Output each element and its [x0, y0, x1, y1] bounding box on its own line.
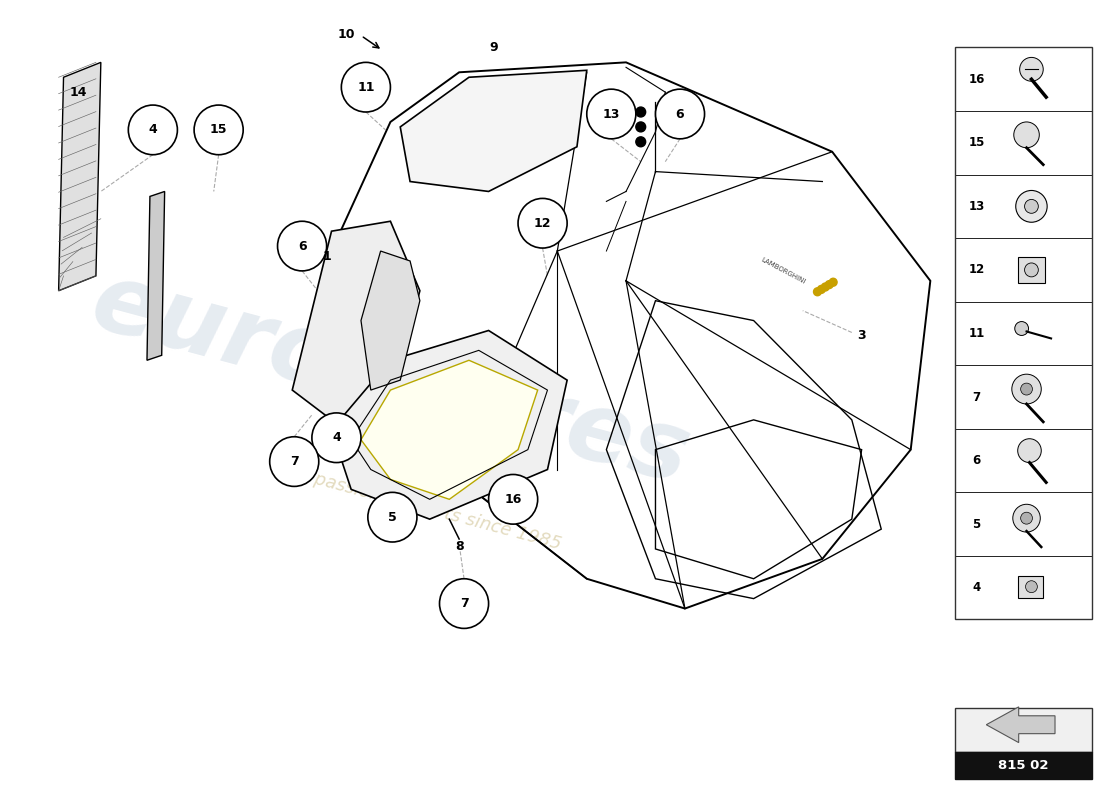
Circle shape	[586, 89, 636, 139]
Polygon shape	[147, 191, 165, 360]
Text: 7: 7	[460, 597, 469, 610]
FancyBboxPatch shape	[955, 751, 1092, 779]
Circle shape	[636, 107, 646, 117]
Polygon shape	[361, 251, 420, 390]
Circle shape	[1014, 122, 1040, 148]
Circle shape	[312, 413, 361, 462]
Text: 5: 5	[972, 518, 980, 530]
Circle shape	[1020, 58, 1043, 82]
Text: 16: 16	[968, 73, 984, 86]
Polygon shape	[331, 330, 568, 519]
Circle shape	[636, 122, 646, 132]
Circle shape	[1025, 581, 1037, 593]
Text: 1: 1	[322, 250, 331, 262]
Circle shape	[440, 578, 488, 629]
Text: 7: 7	[972, 390, 980, 403]
Text: LAMBORGHINI: LAMBORGHINI	[760, 257, 806, 285]
Text: 12: 12	[534, 217, 551, 230]
Circle shape	[829, 278, 837, 286]
Circle shape	[817, 286, 825, 294]
Text: 8: 8	[454, 541, 463, 554]
Text: 14: 14	[69, 86, 87, 98]
Text: a passion for parts since 1985: a passion for parts since 1985	[296, 466, 563, 553]
Circle shape	[488, 474, 538, 524]
Text: eurospares: eurospares	[81, 256, 700, 505]
Text: 16: 16	[505, 493, 521, 506]
Circle shape	[367, 492, 417, 542]
Polygon shape	[361, 360, 538, 499]
Polygon shape	[987, 707, 1055, 742]
Polygon shape	[293, 222, 420, 420]
Circle shape	[1021, 512, 1033, 524]
Text: 15: 15	[210, 123, 228, 136]
Circle shape	[1021, 383, 1033, 395]
Circle shape	[822, 283, 829, 291]
Circle shape	[1015, 190, 1047, 222]
Text: 11: 11	[358, 81, 375, 94]
Text: 15: 15	[968, 136, 984, 150]
Text: 4: 4	[332, 431, 341, 444]
Circle shape	[194, 105, 243, 154]
Circle shape	[1024, 199, 1038, 214]
Circle shape	[814, 288, 822, 296]
Circle shape	[1024, 263, 1038, 277]
Text: 9: 9	[490, 41, 498, 54]
Text: 4: 4	[972, 581, 980, 594]
Circle shape	[277, 222, 327, 271]
Text: 5: 5	[388, 510, 397, 524]
Text: 6: 6	[972, 454, 980, 467]
Text: 10: 10	[338, 28, 355, 41]
Text: 12: 12	[968, 263, 984, 277]
Circle shape	[636, 137, 646, 146]
Text: 815 02: 815 02	[999, 759, 1048, 772]
Circle shape	[656, 89, 705, 139]
Text: 11: 11	[968, 327, 984, 340]
Text: 7: 7	[289, 455, 298, 468]
Circle shape	[1013, 504, 1041, 532]
Text: 3: 3	[857, 329, 866, 342]
FancyBboxPatch shape	[955, 708, 1092, 751]
Circle shape	[825, 281, 833, 289]
FancyBboxPatch shape	[1018, 257, 1045, 283]
Circle shape	[1012, 374, 1042, 404]
Circle shape	[518, 198, 568, 248]
Text: 13: 13	[968, 200, 984, 213]
Polygon shape	[58, 62, 101, 290]
Text: 6: 6	[675, 107, 684, 121]
Circle shape	[341, 62, 390, 112]
FancyBboxPatch shape	[1018, 576, 1043, 598]
Text: 6: 6	[298, 239, 307, 253]
Text: 13: 13	[603, 107, 620, 121]
Text: 4: 4	[148, 123, 157, 136]
Circle shape	[270, 437, 319, 486]
Circle shape	[1018, 438, 1042, 462]
Circle shape	[129, 105, 177, 154]
Circle shape	[1015, 322, 1028, 335]
Polygon shape	[400, 70, 586, 191]
